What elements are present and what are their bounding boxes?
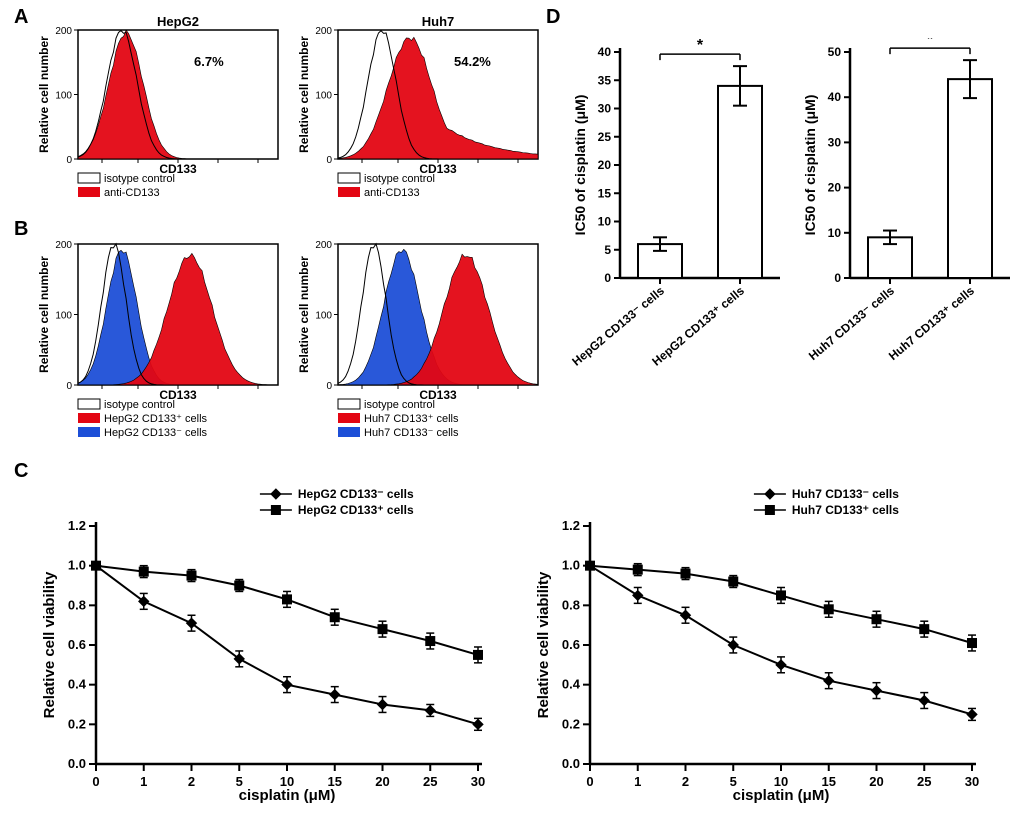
panelC-right: 012510152025300.00.20.40.60.81.01.2cispl… (530, 480, 990, 810)
svg-text:35: 35 (598, 73, 612, 87)
panelA-left: HepG2Relative cell number0100200CD1336.7… (36, 12, 286, 217)
panel-letter-d: D (546, 6, 560, 29)
svg-text:IC50 of cisplatin (μM): IC50 of cisplatin (μM) (802, 95, 818, 236)
svg-text:Relative cell number: Relative cell number (37, 256, 51, 373)
panelB-left: Relative cell number0100200CD133isotype … (36, 238, 286, 458)
svg-text:0: 0 (92, 774, 99, 789)
svg-text:1.2: 1.2 (68, 518, 86, 533)
svg-text:1.0: 1.0 (562, 558, 580, 573)
svg-text:Huh7 CD133⁺ cells: Huh7 CD133⁺ cells (886, 283, 977, 363)
svg-text:0.8: 0.8 (562, 597, 580, 612)
svg-text:isotype control: isotype control (364, 399, 435, 411)
svg-text:30: 30 (598, 102, 612, 116)
svg-text:IC50 of cisplatin (μM): IC50 of cisplatin (μM) (572, 95, 588, 236)
svg-text:2: 2 (682, 774, 689, 789)
svg-text:Relative cell number: Relative cell number (37, 36, 51, 153)
svg-text:54.2%: 54.2% (454, 54, 491, 69)
svg-text:Huh7 CD133⁺ cells: Huh7 CD133⁺ cells (364, 413, 459, 425)
svg-text:Relative cell viability: Relative cell viability (535, 571, 552, 718)
svg-text:0: 0 (66, 381, 72, 392)
svg-text:1: 1 (634, 774, 641, 789)
svg-text:Huh7 CD133⁻ cells: Huh7 CD133⁻ cells (792, 487, 899, 501)
svg-text:200: 200 (315, 240, 332, 251)
svg-text:0.2: 0.2 (562, 716, 580, 731)
svg-text:Huh7 CD133⁻ cells: Huh7 CD133⁻ cells (806, 283, 897, 363)
svg-text:*: * (927, 38, 934, 48)
svg-text:HepG2: HepG2 (157, 14, 199, 29)
svg-text:isotype control: isotype control (104, 399, 175, 411)
svg-text:100: 100 (55, 91, 72, 102)
svg-text:0: 0 (326, 381, 332, 392)
svg-text:1.2: 1.2 (562, 518, 580, 533)
svg-text:30: 30 (471, 774, 485, 789)
svg-text:1: 1 (140, 774, 147, 789)
svg-text:30: 30 (828, 135, 842, 149)
svg-text:20: 20 (828, 181, 842, 195)
panelB-right: Relative cell number0100200CD133isotype … (296, 238, 546, 458)
svg-text:5: 5 (604, 243, 611, 257)
svg-text:50: 50 (828, 45, 842, 59)
panelA-right: Huh7Relative cell number0100200CD13354.2… (296, 12, 546, 217)
svg-text:25: 25 (598, 130, 612, 144)
svg-text:20: 20 (869, 774, 883, 789)
svg-text:10: 10 (598, 215, 612, 229)
svg-text:100: 100 (315, 311, 332, 322)
panelD-left: 0510152025303540IC50 of cisplatin (μM)He… (570, 38, 790, 408)
svg-text:isotype control: isotype control (104, 173, 175, 185)
svg-text:Huh7 CD133⁺ cells: Huh7 CD133⁺ cells (792, 503, 899, 517)
panel-letter-b: B (14, 218, 28, 241)
svg-text:0: 0 (66, 155, 72, 166)
svg-text:20: 20 (598, 158, 612, 172)
panelC-left: 012510152025300.00.20.40.60.81.01.2cispl… (36, 480, 496, 810)
svg-text:anti-CD133: anti-CD133 (364, 187, 420, 199)
svg-text:Relative cell number: Relative cell number (297, 256, 311, 373)
svg-text:HepG2 CD133⁻ cells: HepG2 CD133⁻ cells (298, 487, 414, 501)
svg-text:0.4: 0.4 (562, 677, 581, 692)
svg-text:1.0: 1.0 (68, 558, 86, 573)
svg-text:40: 40 (598, 45, 612, 59)
svg-text:Relative cell viability: Relative cell viability (41, 571, 58, 718)
svg-text:Relative cell number: Relative cell number (297, 36, 311, 153)
svg-text:0.6: 0.6 (562, 637, 580, 652)
svg-text:40: 40 (828, 90, 842, 104)
svg-text:0.2: 0.2 (68, 716, 86, 731)
svg-text:200: 200 (55, 240, 72, 251)
panel-letter-a: A (14, 6, 28, 29)
svg-text:HepG2 CD133⁺ cells: HepG2 CD133⁺ cells (298, 503, 414, 517)
svg-text:Huh7 CD133⁻ cells: Huh7 CD133⁻ cells (364, 427, 459, 439)
svg-text:Huh7: Huh7 (422, 14, 455, 29)
svg-text:0.4: 0.4 (68, 677, 87, 692)
svg-text:0: 0 (586, 774, 593, 789)
svg-text:anti-CD133: anti-CD133 (104, 187, 160, 199)
svg-text:HepG2 CD133⁻ cells: HepG2 CD133⁻ cells (104, 427, 208, 439)
svg-text:0: 0 (326, 155, 332, 166)
svg-text:30: 30 (965, 774, 979, 789)
svg-text:200: 200 (315, 26, 332, 37)
svg-text:*: * (697, 38, 704, 54)
svg-text:cisplatin (μM): cisplatin (μM) (733, 787, 830, 804)
svg-text:200: 200 (55, 26, 72, 37)
svg-text:0.0: 0.0 (68, 756, 86, 771)
svg-text:0: 0 (604, 271, 611, 285)
svg-text:0.0: 0.0 (562, 756, 580, 771)
svg-text:6.7%: 6.7% (194, 54, 224, 69)
svg-text:15: 15 (598, 186, 612, 200)
panel-letter-c: C (14, 460, 28, 483)
svg-text:isotype control: isotype control (364, 173, 435, 185)
svg-text:100: 100 (315, 91, 332, 102)
svg-text:25: 25 (917, 774, 931, 789)
svg-text:0: 0 (834, 271, 841, 285)
svg-text:20: 20 (375, 774, 389, 789)
panelD-right: 0 10 20 30 40 50 IC50 of cisplatin (μM) Huh7 CD… (800, 38, 1020, 408)
svg-text:0.6: 0.6 (68, 637, 86, 652)
svg-text:10: 10 (828, 226, 842, 240)
svg-text:2: 2 (188, 774, 195, 789)
svg-text:0.8: 0.8 (68, 597, 86, 612)
svg-text:100: 100 (55, 311, 72, 322)
svg-text:HepG2 CD133⁺ cells: HepG2 CD133⁺ cells (104, 413, 208, 425)
svg-text:cisplatin (μM): cisplatin (μM) (239, 787, 336, 804)
svg-text:25: 25 (423, 774, 437, 789)
